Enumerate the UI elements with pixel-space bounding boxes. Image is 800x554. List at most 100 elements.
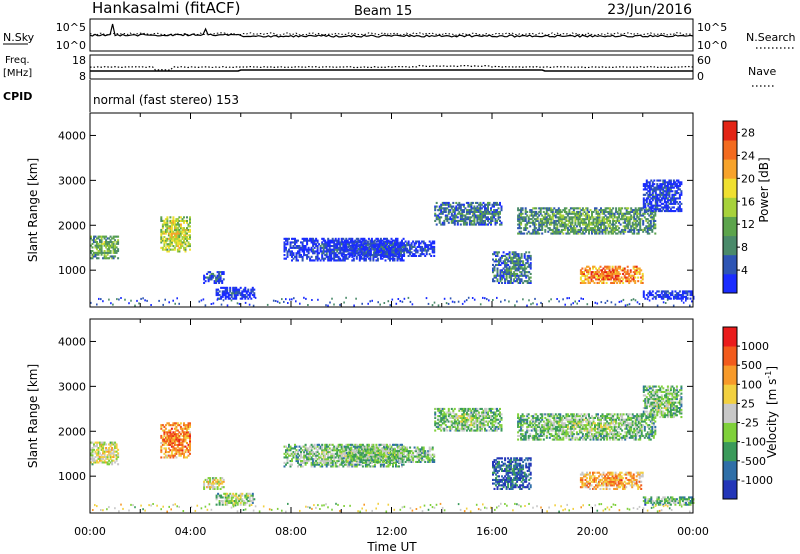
power-cell [651,216,654,219]
velocity-cell [164,442,167,445]
power-cell [623,271,626,274]
power-cell [614,265,617,268]
power-cell [176,239,179,242]
power-cell [671,294,674,297]
power-cell [548,300,550,303]
power-cell [170,225,173,228]
power-cell [93,237,95,240]
velocity-cell [340,445,343,448]
power-cell [605,278,608,281]
power-cell [106,257,109,260]
power-cell [389,249,392,252]
power-cell [666,297,669,300]
power-cell [189,219,191,222]
power-cell [624,225,627,228]
power-cell [239,294,242,297]
power-cell [530,210,533,213]
power-cell [587,272,590,275]
power-cell [654,199,657,202]
velocity-cell [114,441,117,444]
velocity-cell [115,450,118,453]
power-cell [526,210,529,213]
velocity-cell [181,431,184,434]
velocity-cell [247,500,250,503]
power-cell [632,278,635,281]
power-cell [345,255,348,258]
power-cell [355,255,358,258]
velocity-cell [316,463,319,466]
power-cell [307,304,309,306]
power-cell [529,214,532,217]
power-cell [654,208,657,211]
power-cell [312,243,315,246]
power-cell [520,230,523,233]
power-cell [397,244,399,247]
power-cell [660,188,663,191]
power-cell [383,237,385,240]
velocity-cell [166,422,169,425]
velocity-cell [187,445,190,448]
velocity-cell [172,433,175,436]
power-cell [334,246,337,249]
power-cell [312,250,315,253]
power-cell [333,303,335,306]
power-cell [487,216,489,219]
power-cell [645,199,648,202]
power-cell [310,250,313,253]
power-ytick-label: 2000 [58,219,86,232]
power-cell [654,292,657,295]
power-cell [604,265,607,268]
power-cell [473,221,476,224]
power-cell [492,299,494,301]
velocity-cell [303,461,306,464]
power-cell [652,227,655,230]
power-cell [342,253,345,256]
velocity-cell [175,443,178,446]
power-cell [514,262,517,265]
power-cell [654,186,657,189]
power-cell [169,225,172,228]
velocity-cell [170,427,173,430]
velocity-cell [291,454,293,457]
power-cell [179,241,182,244]
power-cell [677,295,680,298]
velocity-cell [303,451,306,454]
power-cell [479,303,482,306]
power-cell [616,212,619,215]
velocity-cell [324,456,327,459]
power-cell [648,202,651,205]
power-cell [502,254,505,257]
velocity-cell [220,494,223,497]
power-region [341,240,436,257]
power-cell [578,223,581,226]
power-cell [613,230,616,233]
power-cell [599,274,602,277]
power-cell [360,249,363,252]
velocity-cell [226,492,229,495]
velocity-cell [172,456,175,459]
freq-panel: Freq. [MHz] 18 8 60 0 Nave [3,54,776,87]
power-cell [232,297,235,300]
velocity-cell [339,449,342,452]
velocity-cell [91,450,94,453]
power-cell [377,251,380,254]
power-cell [654,295,657,298]
power-cell [339,245,342,248]
velocity-cell [319,461,322,464]
power-cell [650,188,653,191]
power-cell [224,292,227,295]
power-cell [528,299,530,302]
power-cell [479,218,482,221]
power-cell [339,259,342,262]
power-cell [444,214,447,217]
power-cell [640,214,643,217]
power-cell [465,221,468,224]
power-cell [120,297,122,299]
power-cell [397,245,399,248]
power-cell [117,248,120,251]
power-cell [244,297,247,300]
power-cell [580,218,583,221]
power-cell [187,230,190,233]
power-cell [404,244,407,247]
velocity-cell [102,443,105,446]
